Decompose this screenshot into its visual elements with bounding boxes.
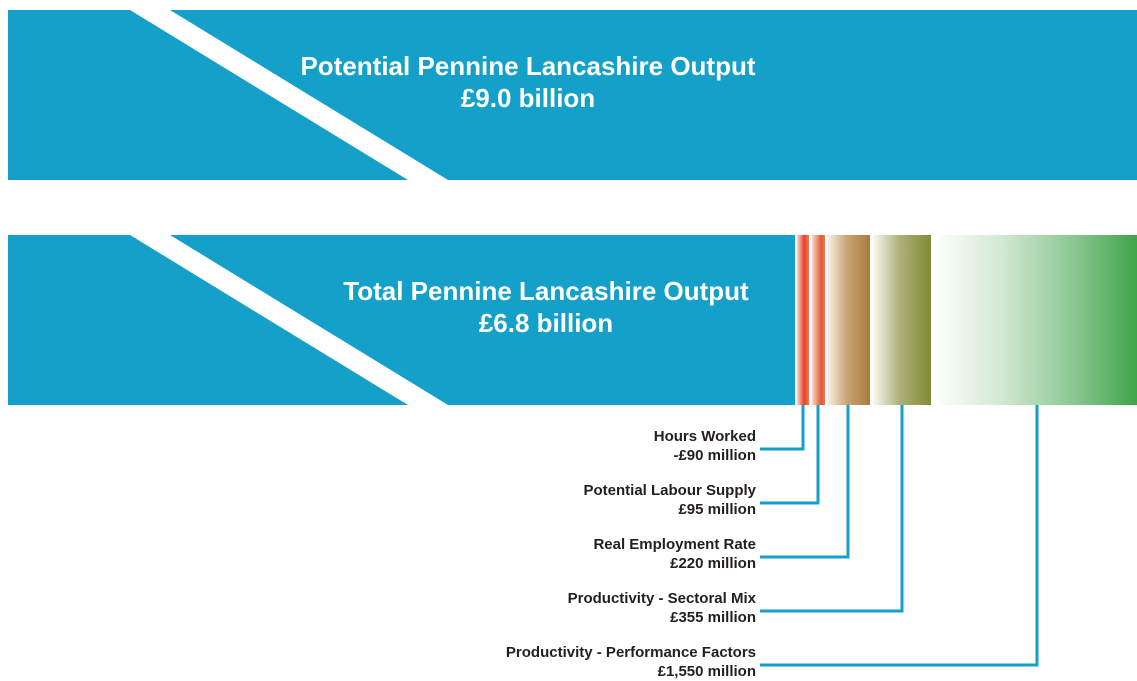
potential-output-value: £9.0 billion (460, 83, 596, 113)
total-output-value: £6.8 billion (478, 308, 614, 338)
component-value: £1,550 million (657, 663, 756, 680)
total-output-title-text: Total Pennine Lancashire Output (343, 276, 749, 306)
connector-labour-supply (760, 405, 820, 505)
segment-hours-worked (797, 235, 809, 405)
label-sectoral-mix: Productivity - Sectoral Mix £355 million (568, 589, 756, 627)
component-value: £355 million (670, 609, 756, 626)
label-hours-worked: Hours Worked -£90 million (654, 427, 756, 465)
label-performance-factors: Productivity - Performance Factors £1,55… (506, 643, 756, 681)
component-name: Hours Worked (653, 428, 756, 445)
segment-employment-rate (827, 235, 870, 405)
connector-hours-worked (760, 405, 805, 451)
component-name: Productivity - Sectoral Mix (567, 590, 756, 607)
component-name: Potential Labour Supply (583, 482, 756, 499)
diagonal-stripe (130, 10, 448, 180)
connector-performance-factors (760, 405, 1039, 667)
connector-employment-rate (760, 405, 850, 559)
component-value: £95 million (678, 501, 756, 518)
potential-output-band: Potential Pennine Lancashire Output £9.0… (8, 10, 1137, 180)
label-employment-rate: Real Employment Rate £220 million (593, 535, 756, 573)
component-name: Productivity - Performance Factors (505, 644, 756, 661)
segment-performance-factors (934, 235, 1137, 405)
label-labour-supply: Potential Labour Supply £95 million (583, 481, 756, 519)
component-value: £220 million (670, 555, 756, 572)
potential-output-title: Potential Pennine Lancashire Output £9.0… (258, 50, 798, 114)
segment-sectoral-mix (873, 235, 931, 405)
component-name: Real Employment Rate (593, 536, 756, 553)
component-value: -£90 million (673, 447, 756, 464)
connector-sectoral-mix (760, 405, 904, 613)
potential-output-title-text: Potential Pennine Lancashire Output (300, 51, 756, 81)
diagonal-stripe (130, 235, 448, 405)
total-output-band: Total Pennine Lancashire Output £6.8 bil… (8, 235, 795, 405)
total-output-title: Total Pennine Lancashire Output £6.8 bil… (276, 275, 795, 339)
segment-labour-supply (812, 235, 825, 405)
